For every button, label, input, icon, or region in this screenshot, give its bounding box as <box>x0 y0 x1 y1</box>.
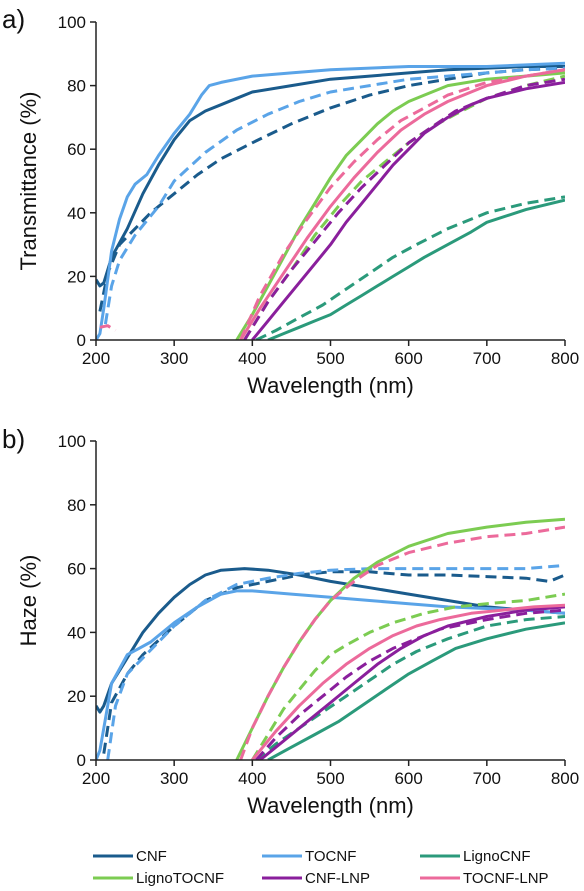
series-line-tocnf-lnp-dashed <box>99 324 117 332</box>
series-line-lignocnf-dashed <box>255 195 565 340</box>
series-line-tocnf-dashed <box>106 563 565 760</box>
series-line-cnf-solid <box>96 567 565 714</box>
series-line-tocnf-solid <box>96 61 565 340</box>
series-line-cnf-lnp-dashed <box>255 608 565 760</box>
transmittance-chart: 0 20 40 60 80 100 200 300 400 500 600 700 800 Wavelen… <box>2 4 579 398</box>
legend-label: CNF-LNP <box>305 870 370 887</box>
series-line-cnf-dashed <box>98 66 565 312</box>
x-tick-label: 700 <box>473 349 501 368</box>
series-line-cnf-dashed <box>102 570 565 754</box>
x-tick-label: 400 <box>238 769 266 788</box>
y-tick-label: 80 <box>67 496 86 515</box>
x-tick-label: 400 <box>238 349 266 368</box>
legend-label: LignoTOCNF <box>136 870 224 887</box>
series-line-tocnf-dashed <box>103 66 565 325</box>
series-line-lignocnf-solid <box>267 621 565 760</box>
x-tick-label: 600 <box>394 349 422 368</box>
x-tick-label: 300 <box>160 769 188 788</box>
legend-item-lignocnf: LignoCNF <box>420 848 531 865</box>
legend-item-tocnf: TOCNF <box>262 848 356 865</box>
series-line-lignotocnf-solid <box>235 71 565 340</box>
y-axis-title: Haze (%) <box>16 555 41 647</box>
series-line-lignotocnf-dashed <box>251 592 565 760</box>
y-tick-label: 40 <box>67 204 86 223</box>
legend-label: TOCNF-LNP <box>463 870 549 887</box>
legend: CNF TOCNF LignoCNF LignoTOCNF CNF-LNP TOCNF-L… <box>93 848 549 887</box>
series-group <box>96 517 565 760</box>
y-tick-label: 100 <box>58 13 86 32</box>
y-tick-label: 60 <box>67 560 86 579</box>
series-line-lignocnf-solid <box>267 198 565 340</box>
x-tick-label: 800 <box>551 769 579 788</box>
series-line-tocnf-lnp-solid <box>251 603 565 760</box>
series-line-cnf-lnp-solid <box>259 605 565 760</box>
series-line-cnf-lnp-solid <box>251 80 565 340</box>
x-tick-label: 300 <box>160 349 188 368</box>
legend-item-lignotocnf: LignoTOCNF <box>93 870 224 887</box>
series-line-cnf-solid <box>96 65 565 288</box>
x-tick-label: 500 <box>316 349 344 368</box>
y-tick-label: 60 <box>67 140 86 159</box>
series-line-lignotocnf-solid <box>235 517 565 760</box>
x-tick-label: 200 <box>82 769 110 788</box>
panel-label: b) <box>2 424 25 454</box>
series-line-tocnf-lnp-dashed <box>239 68 565 340</box>
series-line-lignocnf-dashed <box>255 615 565 760</box>
series-line-tocnf-lnp-solid <box>239 68 565 340</box>
series-group <box>96 61 565 340</box>
legend-label: TOCNF <box>305 848 356 865</box>
legend-item-tocnf-lnp: TOCNF-LNP <box>420 870 549 887</box>
x-tick-label: 500 <box>316 769 344 788</box>
series-line-lignotocnf-dashed <box>243 74 565 340</box>
y-tick-label: 0 <box>77 751 86 770</box>
x-tick-label: 200 <box>82 349 110 368</box>
panel-label: a) <box>2 4 25 34</box>
y-tick-label: 20 <box>67 687 86 706</box>
x-tick-label: 600 <box>394 769 422 788</box>
y-tick-label: 100 <box>58 432 86 451</box>
series-line-tocnf-lnp-dashed <box>239 525 565 760</box>
legend-item-cnf-lnp: CNF-LNP <box>262 870 370 887</box>
legend-item-cnf: CNF <box>93 848 167 865</box>
haze-chart: 0 20 40 60 80 100 200 300 400 500 600 700 800 Wavelen… <box>2 424 579 818</box>
legend-label: CNF <box>136 848 167 865</box>
series-line-cnf-lnp-dashed <box>243 77 565 340</box>
y-tick-label: 0 <box>77 331 86 350</box>
x-axis-title: Wavelength (nm) <box>247 373 414 398</box>
x-axis-title: Wavelength (nm) <box>247 793 414 818</box>
legend-label: LignoCNF <box>463 848 531 865</box>
x-tick-label: 800 <box>551 349 579 368</box>
y-tick-label: 20 <box>67 267 86 286</box>
y-tick-label: 80 <box>67 77 86 96</box>
x-tick-label: 700 <box>473 769 501 788</box>
y-axis-title: Transmittance (%) <box>16 92 41 271</box>
series-line-tocnf-solid <box>96 589 565 760</box>
y-tick-label: 40 <box>67 623 86 642</box>
